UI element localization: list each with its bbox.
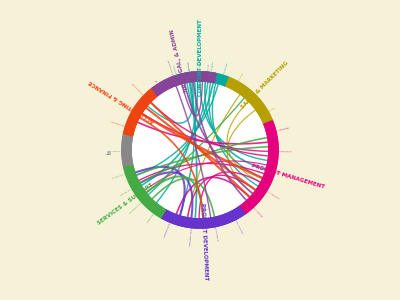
Polygon shape [122,134,132,166]
Text: ACCOUNTING & FINANCE: ACCOUNTING & FINANCE [88,79,156,124]
Polygon shape [152,72,216,96]
Polygon shape [152,72,216,96]
Polygon shape [124,88,158,136]
Text: Financial Analyst: Financial Analyst [122,101,138,112]
Text: PRODUCT MANAGEMENT: PRODUCT MANAGEMENT [251,163,325,189]
Text: Database Administrator: Database Administrator [190,219,194,245]
Text: Field Support: Field Support [147,211,156,223]
Text: Professional Services: Professional Services [130,197,148,214]
Text: Financial Planning: Financial Planning [112,120,131,127]
Text: Customer Policy: Customer Policy [274,151,292,152]
Text: Legal Ops: Legal Ops [189,62,192,74]
Text: Security: Security [207,63,209,72]
Polygon shape [240,121,278,214]
Text: PRODUCT DEVELOPMENT: PRODUCT DEVELOPMENT [200,203,208,280]
Circle shape [131,81,269,219]
Polygon shape [124,88,158,136]
Text: SERVICES & SUPPORT: SERVICES & SUPPORT [97,182,154,226]
Polygon shape [124,164,166,218]
Polygon shape [226,78,272,124]
Text: Lead Writer: Lead Writer [172,65,178,77]
Text: HR, LEGAL, & ADMIN: HR, LEGAL, & ADMIN [170,29,189,92]
Polygon shape [171,72,229,86]
Text: Solutions Architect: Solutions Architect [232,214,243,233]
Text: Content Writing: Content Writing [222,63,228,80]
Polygon shape [161,206,245,228]
Polygon shape [226,78,272,124]
Text: Writing: Writing [268,106,276,112]
Circle shape [56,6,344,294]
Text: Product Design: Product Design [250,204,262,218]
Polygon shape [161,206,245,228]
Text: CONTENT DEVELOPMENT: CONTENT DEVELOPMENT [198,20,202,97]
Text: Visual Editor: Visual Editor [211,61,214,75]
Text: Business Analyst: Business Analyst [270,170,288,177]
Text: SALES & MARKETING: SALES & MARKETING [240,60,290,110]
Text: Quality Assurance: Quality Assurance [213,221,218,241]
Text: Accounting Operations: Accounting Operations [132,82,151,100]
Text: Lead Sales: Lead Sales [238,73,244,84]
Polygon shape [240,121,278,214]
Polygon shape [171,72,229,86]
Text: UX Consulting: UX Consulting [186,60,189,76]
Text: HR: HR [155,78,158,81]
Text: Partner Support: Partner Support [120,187,136,196]
Text: Sales: Sales [256,89,261,94]
Polygon shape [124,164,166,218]
Text: Software Engineering: Software Engineering [164,215,174,238]
Text: Product Analytics: Product Analytics [262,188,279,199]
Text: Administrative Services: Administrative Services [168,59,178,85]
Text: IT Support: IT Support [112,149,123,151]
Polygon shape [122,134,132,166]
Text: Product Manager: Product Manager [271,127,290,133]
Text: Technical Support: Technical Support [112,172,131,179]
Text: IT: IT [105,148,111,152]
